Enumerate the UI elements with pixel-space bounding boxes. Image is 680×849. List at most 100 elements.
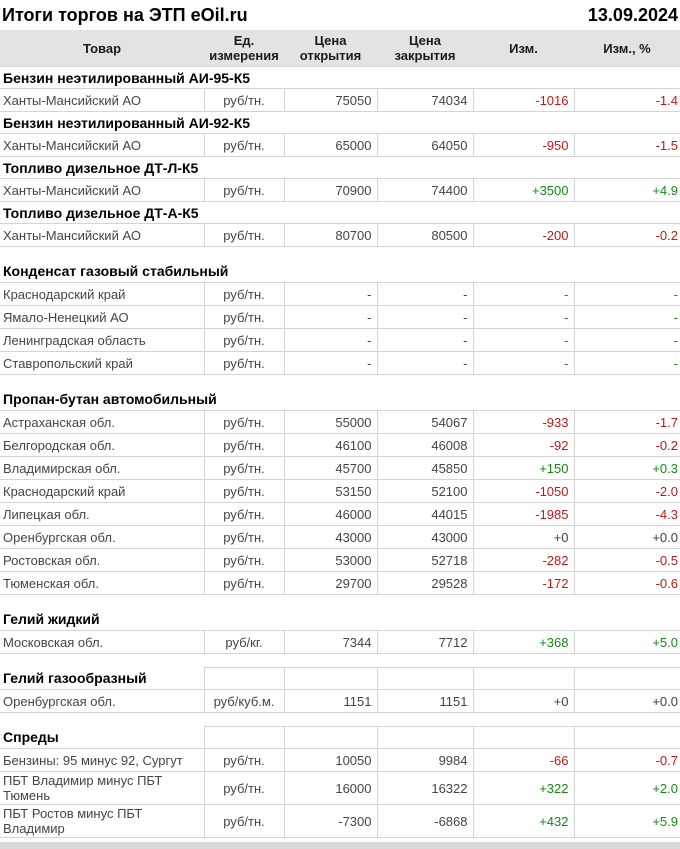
- close-price-cell: -: [377, 351, 474, 375]
- section-empty-cell: [574, 726, 680, 749]
- change-pct-cell: +0.3: [574, 456, 680, 480]
- region-cell: Астраханская обл.: [0, 410, 205, 434]
- close-price-cell: 80500: [377, 223, 474, 247]
- change-pct-cell: +5.9: [574, 804, 680, 838]
- close-price-cell: 45850: [377, 456, 474, 480]
- table-row: Ханты-Мансийский АО руб/тн. 70900 74400 +350…: [0, 178, 680, 202]
- close-price-cell: 64050: [377, 133, 474, 157]
- results-table-body: Бензин неэтилированный АИ-95-К5 Ханты-Ман…: [0, 66, 680, 838]
- change-pct-cell: +5.0: [574, 630, 680, 654]
- change-cell: +368: [473, 630, 575, 654]
- change-pct-cell: +0.0: [574, 525, 680, 549]
- change-pct-cell: +4.9: [574, 178, 680, 202]
- change-cell: -66: [473, 748, 575, 772]
- section-header-row: Пропан-бутан автомобильный: [0, 388, 680, 411]
- region-cell: Ханты-Мансийский АО: [0, 223, 205, 247]
- section-empty-cell: [284, 726, 378, 749]
- separator-cell: [0, 654, 680, 668]
- change-cell: -172: [473, 571, 575, 595]
- change-cell: +0: [473, 689, 575, 713]
- open-price-cell: 7344: [284, 630, 378, 654]
- product-section-label: Пропан-бутан автомобильный: [0, 388, 680, 411]
- unit-cell: руб/тн.: [204, 571, 285, 595]
- open-price-cell: 65000: [284, 133, 378, 157]
- close-price-cell: 54067: [377, 410, 474, 434]
- table-row: Липецкая обл. руб/тн. 46000 44015 -1985 -4.3: [0, 502, 680, 526]
- product-section-label: Топливо дизельное ДТ-А-К5: [0, 201, 680, 224]
- horizontal-scrollbar[interactable]: [0, 842, 680, 849]
- unit-cell: руб/тн.: [204, 456, 285, 480]
- section-header-row: Бензин неэтилированный АИ-95-К5: [0, 66, 680, 89]
- separator-row: [0, 713, 680, 727]
- change-cell: -: [473, 328, 575, 352]
- open-price-cell: 46000: [284, 502, 378, 526]
- product-section-label: Бензин неэтилированный АИ-95-К5: [0, 66, 680, 89]
- table-row: Ростовская обл. руб/тн. 53000 52718 -282 -0.5: [0, 548, 680, 572]
- open-price-cell: 53150: [284, 479, 378, 503]
- region-cell: Оренбургская обл.: [0, 689, 205, 713]
- title-bar: Итоги торгов на ЭТП eOil.ru 13.09.2024: [0, 0, 680, 30]
- trading-results-table: Товар Ед. измерения Цена открытия Цена закр…: [0, 30, 680, 838]
- open-price-cell: -: [284, 328, 378, 352]
- table-row: Владимирская обл. руб/тн. 45700 45850 +150 +0…: [0, 456, 680, 480]
- section-empty-cell: [574, 667, 680, 690]
- region-cell: Московская обл.: [0, 630, 205, 654]
- region-cell: Краснодарский край: [0, 282, 205, 306]
- change-pct-cell: -0.6: [574, 571, 680, 595]
- column-header-product: Товар: [0, 30, 204, 67]
- change-cell: -: [473, 305, 575, 329]
- region-cell: Ставропольский край: [0, 351, 205, 375]
- change-pct-cell: -: [574, 351, 680, 375]
- change-cell: -933: [473, 410, 575, 434]
- change-cell: +150: [473, 456, 575, 480]
- region-cell: Краснодарский край: [0, 479, 205, 503]
- section-empty-cell: [377, 726, 474, 749]
- open-price-cell: -: [284, 282, 378, 306]
- change-cell: -1016: [473, 88, 575, 112]
- section-empty-cell: [473, 726, 575, 749]
- table-row: Краснодарский край руб/тн. - - - -: [0, 282, 680, 306]
- change-cell: -950: [473, 133, 575, 157]
- change-pct-cell: -4.3: [574, 502, 680, 526]
- unit-cell: руб/тн.: [204, 748, 285, 772]
- unit-cell: руб/тн.: [204, 771, 285, 805]
- change-pct-cell: +0.0: [574, 689, 680, 713]
- section-empty-cell: [284, 667, 378, 690]
- close-price-cell: 43000: [377, 525, 474, 549]
- section-header-row: Топливо дизельное ДТ-А-К5: [0, 201, 680, 224]
- open-price-cell: 55000: [284, 410, 378, 434]
- unit-cell: руб/тн.: [204, 479, 285, 503]
- region-cell: Владимирская обл.: [0, 456, 205, 480]
- unit-cell: руб/тн.: [204, 548, 285, 572]
- table-row: Ханты-Мансийский АО руб/тн. 75050 74034 -101…: [0, 88, 680, 112]
- region-cell: Бензины: 95 минус 92, Сургут: [0, 748, 205, 772]
- change-cell: -282: [473, 548, 575, 572]
- close-price-cell: 16322: [377, 771, 474, 805]
- section-empty-cell: [204, 667, 285, 690]
- separator-cell: [0, 595, 680, 609]
- table-row: Астраханская обл. руб/тн. 55000 54067 -933 -1…: [0, 410, 680, 434]
- close-price-cell: 7712: [377, 630, 474, 654]
- separator-row: [0, 595, 680, 609]
- open-price-cell: 46100: [284, 433, 378, 457]
- open-price-cell: 16000: [284, 771, 378, 805]
- separator-cell: [0, 375, 680, 389]
- change-pct-cell: -0.2: [574, 433, 680, 457]
- table-row: Ханты-Мансийский АО руб/тн. 65000 64050 -950…: [0, 133, 680, 157]
- region-cell: Ленинградская область: [0, 328, 205, 352]
- close-price-cell: 52100: [377, 479, 474, 503]
- product-section-label: Топливо дизельное ДТ-Л-К5: [0, 156, 680, 179]
- unit-cell: руб/тн.: [204, 305, 285, 329]
- section-header-row: Гелий жидкий: [0, 608, 680, 631]
- open-price-cell: 75050: [284, 88, 378, 112]
- section-empty-cell: [377, 667, 474, 690]
- change-pct-cell: -2.0: [574, 479, 680, 503]
- change-pct-cell: -: [574, 305, 680, 329]
- product-section-label: Бензин неэтилированный АИ-92-К5: [0, 111, 680, 134]
- change-cell: +3500: [473, 178, 575, 202]
- region-cell: Ханты-Мансийский АО: [0, 133, 205, 157]
- unit-cell: руб/кг.: [204, 630, 285, 654]
- unit-cell: руб/тн.: [204, 223, 285, 247]
- region-cell: Ханты-Мансийский АО: [0, 88, 205, 112]
- section-header-row: Топливо дизельное ДТ-Л-К5: [0, 156, 680, 179]
